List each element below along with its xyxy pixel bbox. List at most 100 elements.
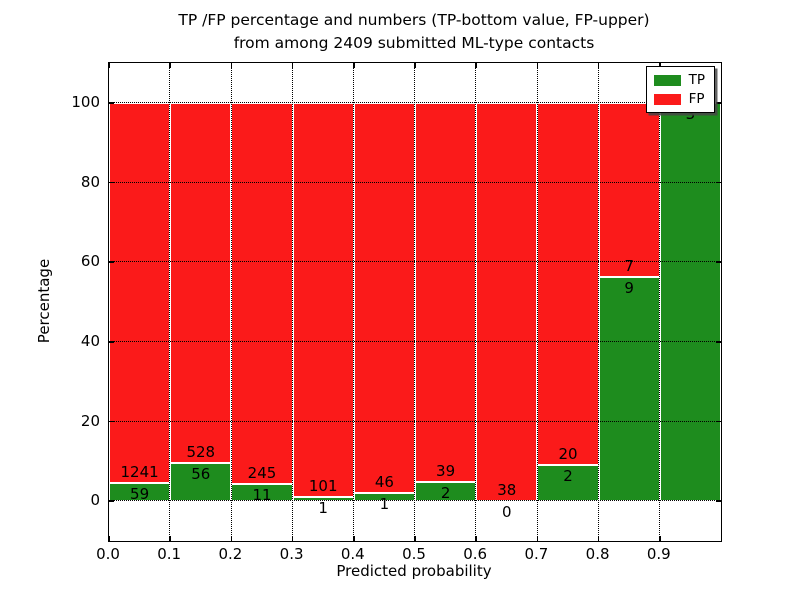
v-gridline — [475, 63, 477, 541]
fp-count-label: 39 — [436, 461, 456, 480]
y-tick-left — [109, 181, 114, 184]
y-tick-left — [109, 341, 114, 343]
v-gridline — [230, 63, 232, 541]
chart-title-line1: TP /FP percentage and numbers (TP-bottom… — [178, 11, 650, 29]
x-tick-top — [536, 63, 539, 68]
x-tick-bottom — [291, 536, 294, 541]
bar-fp-segment — [231, 102, 293, 485]
v-gridline — [659, 63, 661, 541]
bar-fp-segment — [170, 102, 232, 463]
chart-title-line2: from among 2409 submitted ML-type contac… — [233, 34, 595, 52]
x-tick-bottom — [597, 536, 600, 541]
x-tick-top — [414, 63, 416, 68]
x-tick-label: 0.2 — [218, 545, 243, 563]
bar-fp-segment — [476, 102, 538, 502]
legend-label-tp: TP — [688, 72, 705, 88]
x-tick-bottom — [353, 536, 355, 541]
x-tick-top — [169, 63, 171, 68]
x-tick-label: 0.5 — [402, 545, 426, 563]
y-tick-left — [109, 102, 114, 104]
bar-fp-segment — [353, 102, 415, 493]
x-tick-bottom — [536, 536, 539, 541]
bar-tp-segment — [659, 102, 721, 502]
x-tick-label: 0.0 — [96, 545, 120, 563]
y-tick-label: 40 — [80, 331, 100, 350]
y-tick-left — [109, 420, 114, 423]
y-tick-right — [716, 181, 721, 184]
bar-fp-segment — [415, 102, 477, 482]
v-gridline — [291, 63, 293, 541]
y-tick-right — [716, 261, 721, 263]
y-tick-right — [716, 500, 721, 502]
x-tick-top — [597, 63, 600, 68]
tp-count-label: 1 — [318, 499, 328, 518]
fp-count-label: 38 — [497, 481, 517, 500]
x-axis-label: Predicted probability — [336, 562, 492, 580]
legend-row-tp: TP — [653, 72, 705, 88]
tp-count-label: 3 — [685, 104, 696, 123]
tp-count-label: 59 — [130, 485, 150, 504]
x-tick-label: 0.3 — [279, 545, 304, 563]
fp-count-label: 46 — [374, 472, 394, 491]
y-tick-label: 20 — [80, 411, 100, 430]
bar-fp-segment — [292, 102, 354, 498]
x-tick-top — [353, 63, 355, 68]
x-tick-label: 0.9 — [646, 545, 671, 563]
plot-area: TP FP 1241 59 528 56 245 11 101 1 46 1 39 2 38 0 20 2 7 9… — [108, 62, 722, 542]
bar-fp-segment — [537, 102, 599, 465]
y-tick-label: 0 — [90, 491, 100, 510]
bar-fp-segment — [109, 102, 171, 484]
y-tick-right — [716, 102, 721, 104]
x-tick-label: 0.6 — [463, 545, 488, 563]
x-tick-top — [659, 63, 661, 68]
v-gridline — [414, 63, 416, 541]
x-tick-bottom — [659, 536, 661, 541]
fp-count-label: 528 — [186, 442, 216, 461]
tp-count-label: 0 — [502, 503, 512, 522]
tp-count-label: 56 — [191, 464, 211, 483]
y-tick-label: 60 — [80, 252, 100, 271]
tp-count-label: 2 — [440, 483, 451, 502]
chart-title: TP /FP percentage and numbers (TP-bottom… — [108, 9, 720, 55]
fp-count-label: 7 — [624, 257, 634, 276]
x-tick-top — [291, 63, 294, 68]
legend-swatch-fp — [653, 93, 681, 105]
tp-count-label: 2 — [563, 466, 573, 485]
x-tick-label: 0.4 — [340, 545, 365, 563]
x-tick-bottom — [108, 536, 110, 541]
v-gridline — [536, 63, 538, 541]
v-gridline — [353, 63, 355, 541]
x-tick-label: 0.7 — [524, 545, 549, 563]
tp-count-label: 11 — [252, 486, 272, 505]
y-tick-left — [109, 261, 114, 263]
x-tick-bottom — [169, 536, 171, 541]
y-tick-right — [716, 420, 721, 423]
y-tick-label: 80 — [80, 172, 100, 191]
legend-swatch-tp — [653, 74, 681, 86]
fp-count-label: 245 — [247, 464, 277, 483]
v-gridline — [597, 63, 599, 541]
bar-tp-segment — [598, 277, 660, 502]
y-tick-right — [716, 341, 721, 343]
x-tick-bottom — [475, 536, 477, 541]
x-tick-top — [108, 63, 110, 68]
x-tick-bottom — [414, 536, 416, 541]
legend-label-fp: FP — [688, 91, 705, 107]
bar-tp-segment — [170, 462, 232, 502]
y-axis-label: Percentage — [35, 258, 53, 344]
x-tick-bottom — [230, 536, 233, 541]
x-tick-label: 0.1 — [157, 545, 182, 563]
x-tick-label: 0.8 — [585, 545, 610, 563]
legend-row-fp: FP — [653, 91, 705, 107]
fp-count-label: 20 — [558, 444, 578, 463]
y-tick-label: 100 — [71, 92, 100, 111]
y-tick-left — [109, 500, 114, 502]
v-gridline — [169, 63, 171, 541]
fp-count-label: 1241 — [120, 463, 159, 482]
tp-count-label: 9 — [624, 279, 634, 298]
bar-fp-segment — [598, 102, 660, 278]
tp-count-label: 1 — [379, 494, 390, 513]
x-tick-top — [230, 63, 233, 68]
legend: TP FP — [645, 66, 715, 113]
